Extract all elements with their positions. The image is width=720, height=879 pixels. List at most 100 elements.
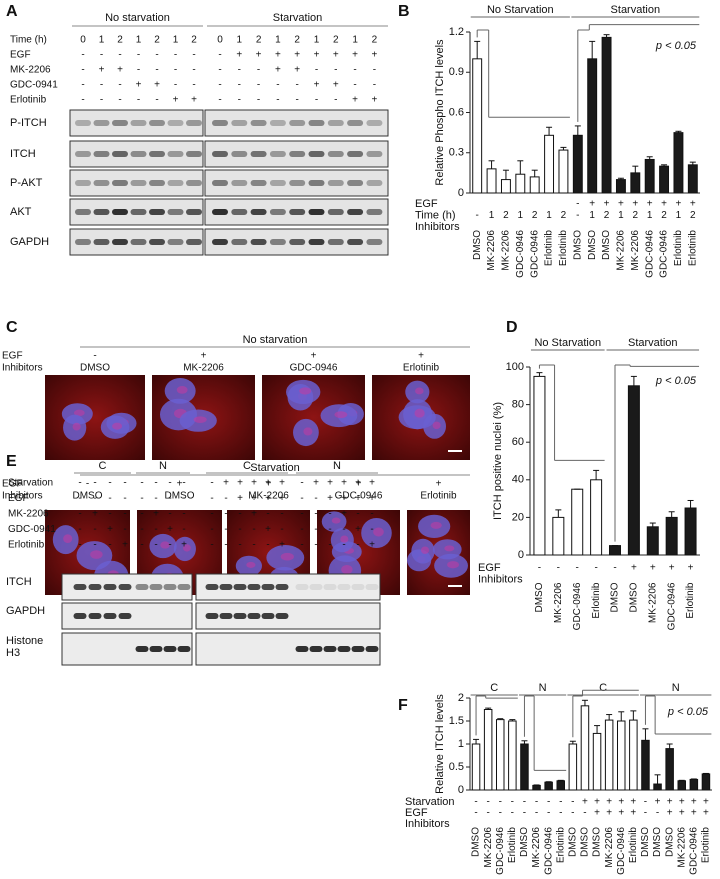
nucleus-spot <box>373 527 384 537</box>
lane-sign: + <box>327 478 333 489</box>
x-tick-label: Erlotinib <box>555 827 566 864</box>
row-label: EGF <box>8 493 29 504</box>
lane-sign: - <box>123 493 126 504</box>
lane-sign: - <box>210 524 213 535</box>
blot-band <box>149 120 165 126</box>
bar <box>544 781 553 791</box>
blot-band <box>186 120 202 126</box>
blot-band <box>233 584 247 590</box>
lane-sign: + <box>99 65 105 76</box>
blot-band <box>149 584 163 590</box>
lane-label: Erlotinib <box>403 363 440 374</box>
lane-sign: - <box>373 80 376 91</box>
lane-sign: - <box>342 540 345 551</box>
lane-sign: - <box>315 65 318 76</box>
lane-sign: - <box>118 80 121 91</box>
lane-sign: - <box>218 65 221 76</box>
error-bar <box>649 522 656 527</box>
lane-sign: - <box>314 540 317 551</box>
lane-sign: - <box>373 65 376 76</box>
y-tick-label: 40 <box>512 474 524 486</box>
lane-sign: - <box>314 524 317 535</box>
blot-band <box>130 239 147 245</box>
x-tick-label: Erlotinib <box>507 827 518 864</box>
lane-sign: - <box>334 95 337 106</box>
lane-sign: - <box>155 65 158 76</box>
lane-sign: - <box>210 509 213 520</box>
blot-band <box>250 180 267 186</box>
blot-band <box>212 239 228 245</box>
lane-sign: 0 <box>80 35 86 46</box>
lane-sign: + <box>352 95 358 106</box>
lane-sign: + <box>355 493 361 504</box>
lane-sign: + <box>136 80 142 91</box>
blot-band <box>135 646 149 652</box>
x-tick-label: MK-2206 <box>647 582 658 623</box>
y-axis-label: ITCH positive nuclei (%) <box>492 402 504 520</box>
lane-sign: - <box>356 540 359 551</box>
blot-band <box>269 239 286 245</box>
blot-band <box>130 180 147 186</box>
lane-sign: - <box>218 50 221 61</box>
blot-band <box>247 584 261 590</box>
bar <box>520 743 529 791</box>
blot-band <box>118 584 132 590</box>
lane-sign: + <box>154 80 160 91</box>
lane-sign: + <box>92 509 98 520</box>
blot-label: AKT <box>10 206 32 218</box>
lane-sign: + <box>294 65 300 76</box>
row-value: + <box>630 808 636 819</box>
blot-band <box>75 120 91 126</box>
lane-sign: + <box>314 50 320 61</box>
blot-label-box: ITCH <box>6 576 32 588</box>
blot-band <box>347 209 364 215</box>
blot-label: ITCH <box>6 576 32 588</box>
lane-sign: + <box>265 524 271 535</box>
bar <box>689 778 699 791</box>
row-label: GDC-0941 <box>10 80 58 91</box>
nucleus-spot <box>63 534 73 543</box>
row-value: + <box>676 199 682 210</box>
error-bar <box>606 714 613 721</box>
panel-letter: C <box>6 319 18 336</box>
row-value: + <box>655 797 661 808</box>
blot-band <box>365 584 379 590</box>
lane-sign: + <box>275 65 281 76</box>
row-value: + <box>691 808 697 819</box>
lane-sign: 2 <box>333 35 339 46</box>
lane-sign: - <box>192 80 195 91</box>
error-bar <box>689 161 696 165</box>
blot-band <box>88 584 102 590</box>
x-tick-label: MK-2206 <box>501 230 512 271</box>
lane-sign: - <box>86 479 89 490</box>
row-value: 2 <box>532 210 538 221</box>
blot-band <box>289 209 306 215</box>
error-bar <box>485 707 492 710</box>
blot-band <box>103 613 117 619</box>
blot-band <box>308 120 325 126</box>
lane-sign: - <box>296 80 299 91</box>
lane-sign: - <box>328 524 331 535</box>
section-header: No starvation <box>243 334 308 346</box>
lane-sign: + <box>256 50 262 61</box>
lane-sign: + <box>294 50 300 61</box>
lane-sign: - <box>238 524 241 535</box>
blot-band <box>327 239 344 245</box>
lane-sign: + <box>279 540 285 551</box>
section-header: Starvation <box>250 462 300 474</box>
blot-band <box>231 239 248 245</box>
panel-letter: D <box>506 319 518 336</box>
row-value: - <box>547 808 550 819</box>
row-value: - <box>576 210 579 221</box>
blot-band <box>275 613 289 619</box>
error-bar <box>560 146 567 151</box>
group-header: N <box>159 460 167 472</box>
blot-band <box>231 151 248 157</box>
blot-label: GAPDH <box>6 605 46 617</box>
blot-band <box>88 613 102 619</box>
row-value: - <box>499 808 502 819</box>
blot-band <box>167 209 184 215</box>
lane-sign: + <box>341 493 347 504</box>
nucleus-spot <box>430 521 442 529</box>
lane-sign: - <box>140 478 143 489</box>
